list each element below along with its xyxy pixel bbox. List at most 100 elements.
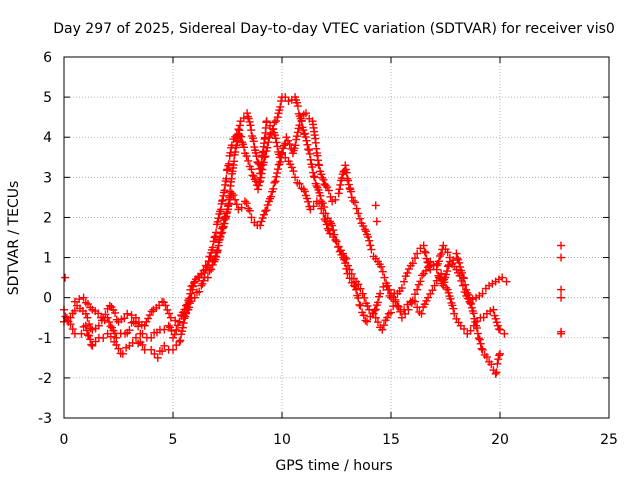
data-point-interp: [85, 331, 94, 340]
y-tick-label: 4: [43, 130, 52, 146]
data-point-interp: [75, 295, 84, 304]
data-point-interp: [292, 98, 301, 107]
data-point-interp: [477, 344, 486, 353]
data-point-interp: [166, 323, 175, 332]
data-point: [291, 173, 300, 182]
data-point-interp: [173, 321, 182, 330]
data-point-interp: [200, 273, 209, 282]
data-point-interp: [420, 247, 429, 256]
data-point: [450, 309, 459, 318]
x-tick-label: 5: [169, 432, 178, 448]
data-point: [79, 293, 88, 302]
data-point: [175, 317, 184, 326]
data-point-interp: [150, 349, 159, 358]
data-point-interp: [299, 110, 308, 119]
data-point: [557, 253, 566, 262]
data-point: [254, 185, 263, 194]
y-tick-label: -2: [38, 371, 52, 387]
data-point-interp: [216, 207, 225, 216]
data-point-interp: [422, 296, 431, 305]
data-point-interp: [199, 276, 208, 285]
data-point-interp: [345, 184, 354, 193]
data-point-interp: [494, 275, 503, 284]
data-point-interp: [187, 293, 196, 302]
data-point-interp: [385, 285, 394, 294]
data-point: [164, 321, 173, 330]
data-point-interp: [446, 294, 455, 303]
data-point-interp: [475, 291, 484, 300]
data-point-interp: [322, 220, 331, 229]
data-point-interp: [246, 121, 255, 130]
data-point-interp: [222, 166, 231, 175]
data-point-interp: [493, 359, 502, 368]
data-point-interp: [214, 214, 223, 223]
data-point-interp: [491, 314, 500, 323]
data-point-interp: [336, 246, 345, 255]
data-point-interp: [179, 319, 188, 328]
data-point-interp: [266, 121, 275, 130]
data-point-interp: [461, 280, 470, 289]
data-point-interp: [138, 340, 147, 349]
data-point-interp: [221, 215, 230, 224]
x-tick-label: 20: [491, 432, 509, 448]
data-point-interp: [305, 114, 314, 123]
data-point-interp: [482, 352, 491, 361]
data-point-interp: [292, 132, 301, 141]
data-point-interp: [437, 279, 446, 288]
data-point-interp: [494, 325, 503, 334]
data-point-interp: [476, 339, 485, 348]
data-point-interp: [425, 261, 434, 270]
data-point-interp: [281, 93, 290, 102]
x-axis: 0 5 10 15 20 25: [60, 57, 618, 448]
data-point-interp: [91, 324, 100, 333]
data-point-interp: [297, 116, 306, 125]
data-point-interp: [270, 178, 279, 187]
data-point-interp: [248, 171, 257, 180]
data-point-interp: [272, 117, 281, 126]
data-point-interp: [185, 303, 194, 312]
data-point-interp: [300, 187, 309, 196]
data-point-interp: [352, 204, 361, 213]
data-point: [321, 181, 330, 190]
data-point-interp: [195, 287, 204, 296]
data-point-interp: [301, 132, 310, 141]
data-point-interp: [410, 290, 419, 299]
data-point-interp: [383, 281, 392, 290]
data-point: [304, 145, 313, 154]
data-point-interp: [94, 309, 103, 318]
data-point-interp: [176, 336, 185, 345]
y-tick-label: 2: [43, 210, 52, 226]
data-point-interp: [269, 184, 278, 193]
data-point-interp: [293, 102, 302, 111]
data-point-interp: [270, 118, 279, 127]
data-point-interp: [444, 260, 453, 269]
data-point-interp: [436, 251, 445, 260]
data-point-interp: [61, 312, 70, 321]
data-point-interp: [86, 335, 95, 344]
data-point-interp: [315, 199, 324, 208]
data-point: [282, 133, 291, 142]
data-point-interp: [418, 271, 427, 280]
data-point-interp: [305, 149, 314, 158]
data-point-interp: [256, 173, 265, 182]
data-point-interp: [257, 217, 266, 226]
data-point-interp: [492, 318, 501, 327]
data-point-interp: [127, 311, 136, 320]
data-point: [131, 313, 140, 322]
data-point-interp: [421, 248, 430, 257]
data-point-interp: [437, 250, 446, 259]
data-point-interp: [309, 172, 318, 181]
data-point: [243, 109, 252, 118]
data-point: [123, 309, 132, 318]
data-point-interp: [295, 179, 304, 188]
data-point-interp: [429, 260, 438, 269]
data-point-interp: [340, 253, 349, 262]
data-point-interp: [460, 324, 469, 333]
data-point-interp: [312, 181, 321, 190]
data-point-interp: [205, 266, 214, 275]
data-point-interp: [245, 162, 254, 171]
data-point-interp: [360, 293, 369, 302]
data-point-interp: [495, 351, 504, 360]
data-point-interp: [189, 278, 198, 287]
